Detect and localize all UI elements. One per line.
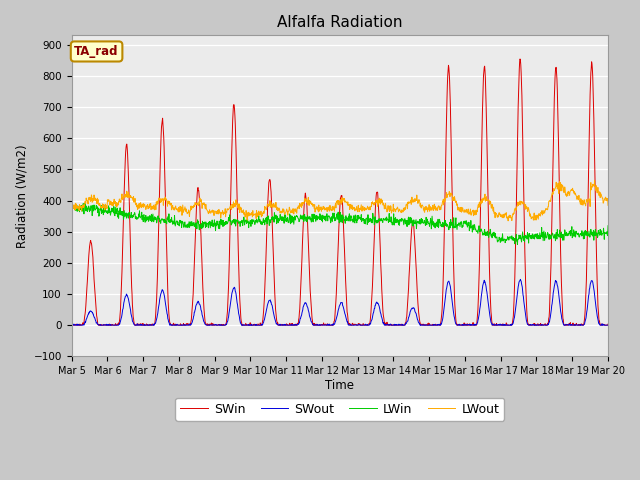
LWout (504, 218, 512, 224)
Line: LWout: LWout (72, 180, 608, 221)
LWout (604, 203, 612, 208)
LWout (174, 206, 182, 212)
LWin (513, 241, 521, 247)
LWin (424, 216, 431, 222)
Text: TA_rad: TA_rad (74, 45, 119, 58)
LWout (591, 178, 598, 183)
SWin (604, 321, 612, 327)
LWout (541, 210, 548, 216)
SWout (68, 322, 76, 328)
SWin (68, 322, 76, 328)
LWin (541, 234, 549, 240)
Legend: SWin, SWout, LWin, LWout: SWin, SWout, LWin, LWout (175, 398, 504, 420)
SWout (247, 322, 255, 327)
LWin (604, 223, 612, 228)
Line: SWout: SWout (72, 279, 608, 325)
Title: Alfalfa Radiation: Alfalfa Radiation (277, 15, 403, 30)
SWout (174, 322, 182, 328)
SWout (423, 322, 431, 328)
X-axis label: Time: Time (325, 379, 355, 392)
LWin (68, 204, 76, 210)
LWin (248, 217, 255, 223)
LWout (423, 204, 431, 210)
Y-axis label: Radiation (W/m2): Radiation (W/m2) (15, 144, 28, 248)
LWin (493, 239, 501, 244)
LWout (187, 203, 195, 209)
SWin (68, 322, 76, 328)
SWin (516, 56, 524, 62)
SWout (604, 322, 612, 328)
Line: SWin: SWin (72, 59, 608, 325)
SWout (187, 322, 195, 328)
Line: LWin: LWin (72, 204, 608, 244)
SWout (493, 322, 500, 327)
LWout (493, 213, 500, 218)
LWout (68, 205, 76, 211)
LWin (188, 219, 195, 225)
SWin (424, 322, 431, 328)
SWout (516, 276, 524, 282)
SWin (175, 322, 182, 328)
SWin (188, 317, 195, 323)
LWin (175, 222, 182, 228)
SWin (541, 321, 549, 326)
SWin (248, 322, 255, 328)
LWout (247, 211, 255, 216)
SWin (493, 322, 501, 328)
SWout (541, 322, 548, 328)
LWin (81, 201, 88, 206)
